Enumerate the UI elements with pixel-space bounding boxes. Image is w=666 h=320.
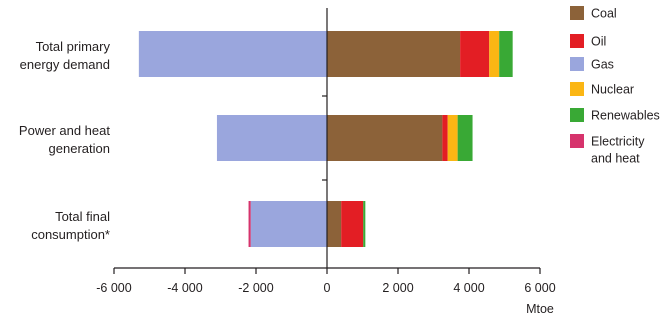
- legend-label: Renewables: [591, 109, 660, 123]
- bar-coal-2: [327, 115, 443, 161]
- legend-label-line: Nuclear: [591, 83, 634, 97]
- legend-swatch: [570, 57, 584, 71]
- bar-gas-3: [250, 201, 327, 247]
- bar-renewables-1: [499, 31, 513, 77]
- category-label-line: energy demand: [20, 57, 110, 72]
- bar-renewables-2: [457, 115, 473, 161]
- legend-label-line: Oil: [591, 35, 606, 49]
- legend-label-line: Electricity: [591, 135, 645, 149]
- legend-swatch: [570, 108, 584, 122]
- x-tick-label: -2 000: [238, 281, 273, 295]
- bars-group: [138, 31, 513, 247]
- bar-coal-1: [327, 31, 461, 77]
- x-tick-label: -6 000: [96, 281, 131, 295]
- bar-oil-2: [442, 115, 448, 161]
- bar-electricity-and-heat-3: [248, 201, 251, 247]
- legend: Coal Oil Gas Nuclear Renewables Electricity an…: [570, 6, 660, 166]
- category-label: Power and heat generation: [19, 123, 110, 156]
- bar-gas-1: [138, 31, 327, 77]
- bar-oil-1: [460, 31, 490, 77]
- legend-label: Gas: [591, 58, 614, 72]
- x-tick-label: 6 000: [524, 281, 555, 295]
- x-tick-label: -4 000: [167, 281, 202, 295]
- bar-renewables-3: [363, 201, 366, 247]
- category-label: Total final consumption*: [31, 209, 110, 242]
- bar-nuclear-2: [447, 115, 458, 161]
- x-ticks-group: -6 000 -4 000 -2 000 0 2 000 4 000 6 000: [96, 268, 556, 295]
- legend-label-line: Renewables: [591, 109, 660, 123]
- bar-gas-2: [216, 115, 327, 161]
- legend-swatch: [570, 6, 584, 20]
- legend-label: Electricity and heat: [591, 135, 645, 166]
- x-tick-label: 2 000: [382, 281, 413, 295]
- legend-label: Coal: [591, 7, 617, 21]
- legend-swatch: [570, 82, 584, 96]
- bar-coal-3: [327, 201, 342, 247]
- bar-oil-3: [341, 201, 364, 247]
- legend-label: Nuclear: [591, 83, 634, 97]
- legend-label-line: and heat: [591, 152, 640, 166]
- legend-label: Oil: [591, 35, 606, 49]
- category-labels-group: Total primary energy demand Power and heat…: [19, 39, 111, 242]
- category-label-line: Power and heat: [19, 123, 110, 138]
- x-tick-label: 4 000: [453, 281, 484, 295]
- category-label-line: Total primary: [36, 39, 111, 54]
- legend-label-line: Gas: [591, 58, 614, 72]
- x-axis-unit-label: Mtoe: [526, 302, 554, 316]
- category-label-line: consumption*: [31, 227, 110, 242]
- legend-swatch: [570, 34, 584, 48]
- legend-label-line: Coal: [591, 7, 617, 21]
- x-tick-label: 0: [324, 281, 331, 295]
- category-label-line: Total final: [55, 209, 110, 224]
- category-label: Total primary energy demand: [20, 39, 111, 72]
- legend-swatch: [570, 134, 584, 148]
- bar-nuclear-1: [489, 31, 500, 77]
- category-label-line: generation: [49, 141, 110, 156]
